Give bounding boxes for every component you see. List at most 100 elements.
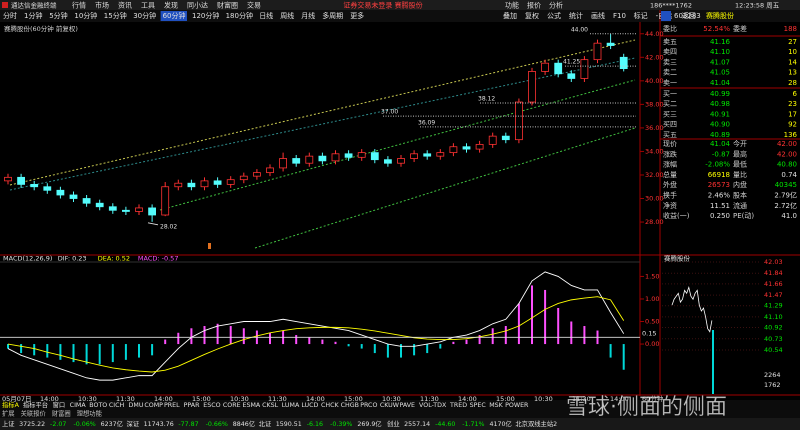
stat-value: 2.79亿 xyxy=(774,191,797,200)
menu-item[interactable]: 行情 xyxy=(72,1,86,10)
tool-button[interactable]: 标记 xyxy=(634,11,648,20)
stat-value: 42.00 xyxy=(777,140,797,148)
indicator-tab[interactable]: CHCK xyxy=(321,402,340,409)
status-item: 上证 xyxy=(2,419,15,428)
x-tick-label: 15:00 xyxy=(344,395,363,403)
period-tab[interactable]: 5分钟 xyxy=(49,11,67,20)
trade-notice: 证券交易未登录 赛腾股份 xyxy=(343,1,422,10)
menu-item[interactable]: 财富圈 xyxy=(217,1,238,10)
candle-body xyxy=(226,179,235,185)
status-item: -44.60 xyxy=(435,421,455,428)
x-tick-label: 11:30 xyxy=(116,395,135,403)
extra-tab[interactable]: 财富圈 xyxy=(52,409,71,418)
period-tab[interactable]: 60分钟 xyxy=(163,11,186,20)
extra-tab[interactable]: 扩展 xyxy=(2,409,15,418)
indicator-tab[interactable]: CORE xyxy=(223,402,241,409)
stat-label: PE(动) xyxy=(733,211,754,220)
status-item: 269.9亿 xyxy=(357,419,381,428)
indicator-tab[interactable]: VOL-TDX xyxy=(419,402,447,409)
period-tab[interactable]: 周线 xyxy=(280,11,294,20)
mini-tick-label: 41.66 xyxy=(764,280,783,288)
tool-button[interactable]: 画线 xyxy=(591,11,605,20)
period-tab[interactable]: 更多 xyxy=(350,11,364,20)
indicator-tab[interactable]: CIMA xyxy=(70,402,87,409)
period-tab[interactable]: 30分钟 xyxy=(133,11,156,20)
extra-tab[interactable]: 关联报价 xyxy=(21,409,47,418)
indicator-tab[interactable]: CHGB xyxy=(341,402,359,409)
indicator-tab[interactable]: BOTO xyxy=(89,402,107,409)
menu-item[interactable]: 功能 xyxy=(505,1,519,10)
indicator-tab[interactable]: 指标A xyxy=(2,400,20,409)
indicator-tab[interactable]: PRCO xyxy=(360,402,377,409)
indicator-tab[interactable]: ESCO xyxy=(203,402,220,409)
period-tab[interactable]: 1分钟 xyxy=(24,11,42,20)
stat-label: 现价 xyxy=(663,140,677,148)
title-bar xyxy=(0,0,800,10)
extra-tab[interactable]: 理想功能 xyxy=(77,409,103,418)
price-level-label: 37.00 xyxy=(381,109,398,116)
tool-button[interactable]: 统计 xyxy=(569,11,583,20)
x-tick-label: 14:00 xyxy=(610,395,629,403)
indicator-tab[interactable]: CKSL xyxy=(262,402,279,409)
y-tick-label: 44.00 xyxy=(645,30,664,38)
period-tab[interactable]: 120分钟 xyxy=(192,11,219,20)
book-volume: 23 xyxy=(788,100,797,108)
menu-item[interactable]: 报价 xyxy=(527,1,541,10)
indicator-tab[interactable]: COMP xyxy=(144,402,163,409)
menu-item[interactable]: 交易 xyxy=(247,1,261,10)
period-tab[interactable]: 日线 xyxy=(259,11,273,20)
period-tab[interactable]: 10分钟 xyxy=(74,11,97,20)
toolbar xyxy=(0,10,800,22)
period-tab[interactable]: 15分钟 xyxy=(104,11,127,20)
indicator-tab[interactable]: CICH xyxy=(109,402,125,409)
volume-tick-label: 1762 xyxy=(764,381,781,389)
book-price: 41.04 xyxy=(710,79,731,87)
period-tab[interactable]: 月线 xyxy=(301,11,315,20)
indicator-tab[interactable]: PAVE xyxy=(399,402,415,409)
indicator-tab[interactable]: 窗口 xyxy=(53,400,66,409)
tool-button[interactable]: 叠加 xyxy=(503,11,517,20)
stat-value: 66918 xyxy=(708,171,730,179)
y-tick-label: 34.00 xyxy=(645,147,664,155)
indicator-tab[interactable]: LUCD xyxy=(301,402,318,409)
tool-button[interactable]: 返回 xyxy=(682,12,696,20)
book-price: 41.10 xyxy=(710,48,730,56)
indicator-tab[interactable]: PPAR xyxy=(184,402,200,409)
app-icon xyxy=(2,2,8,8)
indicator-tab[interactable]: POWER xyxy=(505,402,529,409)
stat-label: 总量 xyxy=(663,170,677,179)
period-tab[interactable]: 180分钟 xyxy=(226,11,253,20)
indicator-tab[interactable]: DMU xyxy=(129,402,144,409)
indicator-tab[interactable]: SPEC xyxy=(470,402,487,409)
indicator-tab[interactable]: 指标平台 xyxy=(23,400,48,409)
period-tab[interactable]: 分时 xyxy=(3,11,17,20)
stat-value: 0.74 xyxy=(781,171,797,179)
status-item: 深证 xyxy=(127,419,140,428)
period-tab[interactable]: 多周期 xyxy=(322,11,343,20)
stat-label: 涨跌 xyxy=(663,149,677,158)
price-level-label: 38.12 xyxy=(478,95,495,102)
status-bar xyxy=(0,418,800,430)
menu-item[interactable]: 发现 xyxy=(164,1,178,10)
tool-button[interactable]: 复权 xyxy=(525,11,539,20)
y-tick-label: 36.00 xyxy=(645,124,664,132)
x-tick-label: 11:30 xyxy=(268,395,287,403)
book-volume: 13 xyxy=(788,69,797,77)
tool-button[interactable]: F10 xyxy=(613,12,626,20)
indicator-tab[interactable]: ESMA xyxy=(242,402,260,409)
stat-label: 最低 xyxy=(733,160,747,169)
menu-item[interactable]: 资讯 xyxy=(118,1,132,10)
indicator-tab[interactable]: TRED xyxy=(449,402,467,409)
candle-body xyxy=(239,175,248,181)
indicator-tab[interactable]: CKUW xyxy=(380,402,400,409)
tool-button[interactable]: 公式 xyxy=(547,11,561,20)
indicator-tab[interactable]: MSK xyxy=(489,402,503,409)
indicator-tab[interactable]: PREL xyxy=(164,402,180,409)
menu-item[interactable]: 市场 xyxy=(95,1,109,10)
stat-label: 涨幅 xyxy=(663,160,677,169)
menu-item[interactable]: 同小达 xyxy=(187,1,208,10)
indicator-tab[interactable]: LUMA xyxy=(282,402,300,409)
menu-item[interactable]: 分析 xyxy=(549,1,563,10)
menu-item[interactable]: 工具 xyxy=(141,2,155,10)
